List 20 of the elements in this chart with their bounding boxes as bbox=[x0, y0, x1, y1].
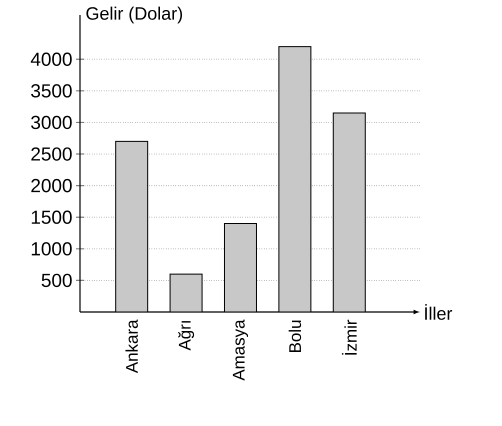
y-tick-label: 3000 bbox=[31, 116, 72, 130]
bar bbox=[170, 274, 203, 312]
y-tick-label: 1000 bbox=[32, 242, 72, 256]
bar bbox=[115, 140, 148, 312]
x-tick-label: Amasya bbox=[232, 320, 248, 381]
y-tick-label: 3500 bbox=[31, 84, 72, 98]
x-tick-label: Ağrı bbox=[178, 321, 194, 351]
x-tick-label: İzmir bbox=[342, 320, 357, 355]
bar bbox=[278, 46, 312, 312]
y-tick-label: 2500 bbox=[31, 147, 72, 161]
bar bbox=[332, 112, 366, 312]
y-tick-label: 500 bbox=[42, 274, 72, 288]
y-tick-label: 4000 bbox=[30, 52, 72, 66]
x-tick-label: Ankara bbox=[125, 320, 138, 374]
y-axis-title: Gelir (Dolar) bbox=[86, 6, 182, 24]
bar bbox=[224, 223, 257, 312]
x-axis-title: İller bbox=[425, 304, 452, 320]
y-tick-label: 1500 bbox=[32, 210, 72, 224]
y-tick-label: 2000 bbox=[31, 178, 72, 192]
x-tick-label: Bolu bbox=[288, 320, 302, 352]
